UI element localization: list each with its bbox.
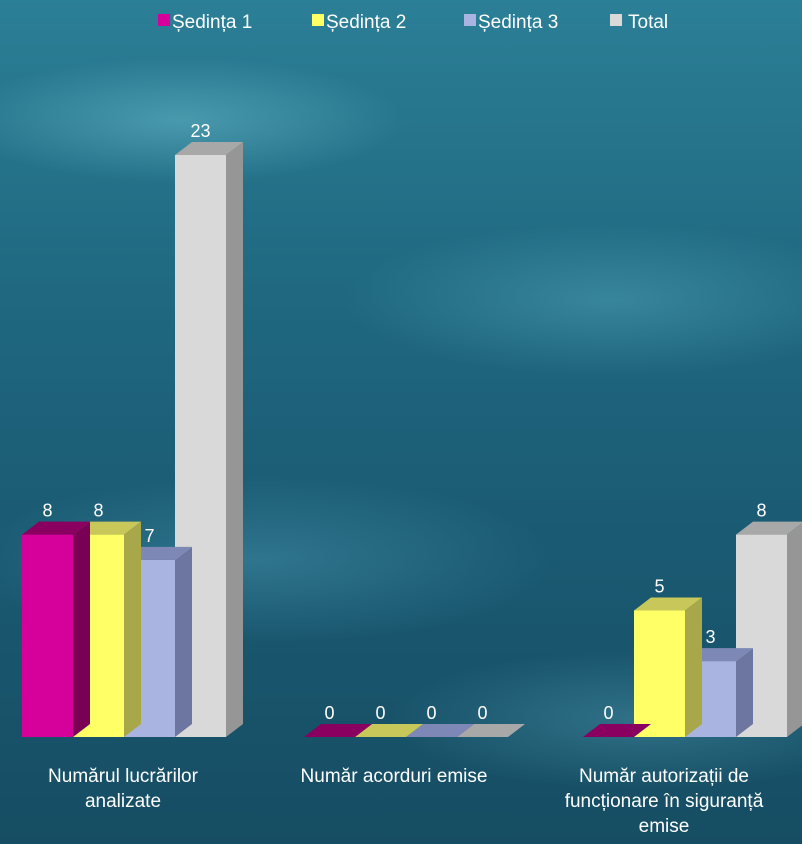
data-label: 5 [654,576,664,596]
legend-label: Total [628,12,668,33]
bar [457,724,525,737]
legend-swatch [312,14,324,26]
legend-swatch [158,14,170,26]
data-label: 0 [324,703,334,723]
data-label: 23 [190,121,210,141]
category-label: Numărul lucrărilor analizate [48,766,199,812]
bar [634,597,702,737]
legend-swatch [464,14,476,26]
bar [355,724,423,737]
bar [22,521,90,737]
bar [304,724,372,737]
data-label: 8 [42,501,52,521]
data-label: 0 [426,703,436,723]
data-label: 7 [144,526,154,546]
data-label: 0 [603,703,613,723]
category-label: Număr acorduri emise [301,766,488,787]
bar [583,724,651,737]
data-label: 0 [375,703,385,723]
data-label: 0 [477,703,487,723]
category-label: Număr autorizații de funcționare în sigur… [565,766,764,837]
data-label: 8 [756,501,766,521]
legend-label: Ședința 2 [326,12,406,33]
data-label: 3 [705,627,715,647]
bar [736,521,802,737]
legend-label: Ședința 3 [478,12,558,33]
legend-swatch [610,14,622,26]
legend-label: Ședința 1 [172,12,252,33]
bar [406,724,474,737]
data-label: 8 [93,501,103,521]
